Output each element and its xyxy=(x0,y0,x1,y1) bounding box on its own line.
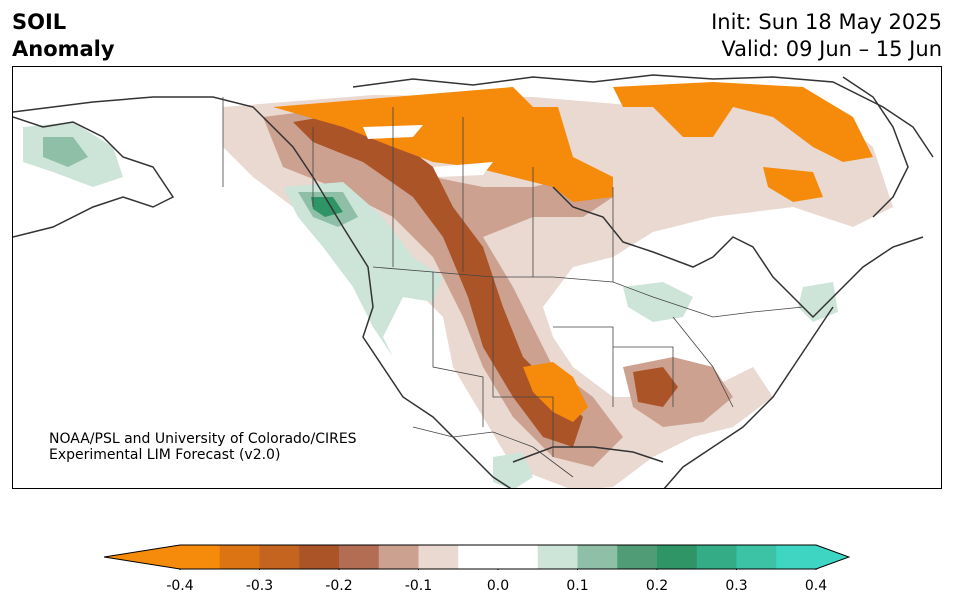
colorbar-bin xyxy=(219,545,260,569)
wet-faint-greatlakes xyxy=(623,282,693,322)
border-states xyxy=(432,272,734,457)
colorbar-bin xyxy=(180,545,221,569)
dry-strong-labrador xyxy=(763,167,823,202)
dry-mid-band xyxy=(293,112,583,447)
colorbar-bin xyxy=(657,545,698,569)
dry-strong-north xyxy=(273,87,613,202)
coast-pacific xyxy=(13,96,512,488)
map-panel xyxy=(12,66,942,489)
colorbar-tick-label: -0.1 xyxy=(404,578,433,594)
coast-atlantic xyxy=(663,306,834,488)
wet-strong-northwest xyxy=(311,197,343,217)
wet-faint-northwest xyxy=(283,182,443,357)
colorbar-bin xyxy=(736,545,777,569)
coast-greenland xyxy=(842,76,909,218)
colorbar-bin xyxy=(776,545,817,569)
credit-line-2: Experimental LIM Forecast (v2.0) xyxy=(49,447,281,463)
valid-date: Valid: 09 Jun – 15 Jun xyxy=(721,37,942,61)
dry-mid-southeast xyxy=(633,367,678,407)
credit-line-1: NOAA/PSL and University of Colorado/CIRE… xyxy=(49,431,357,447)
dry-strong-east xyxy=(613,82,873,162)
wet-mid-alaska xyxy=(43,137,88,167)
colorbar-bin xyxy=(458,545,539,569)
colorbar-bin xyxy=(577,545,618,569)
colorbar-bin xyxy=(339,545,380,569)
colorbar-bin xyxy=(696,545,737,569)
wet-faint-northeast xyxy=(798,282,838,322)
colorbar-tick-label: 0.1 xyxy=(566,578,589,594)
colorbar-tick-label: 0.0 xyxy=(486,578,510,594)
init-date: Init: Sun 18 May 2025 xyxy=(711,10,942,34)
title-line-anomaly: Anomaly xyxy=(12,37,115,61)
borders xyxy=(222,97,804,478)
colorbar-bin xyxy=(378,545,419,569)
colorbar-tick-label: -0.4 xyxy=(166,578,194,594)
dry-strong-plains xyxy=(523,362,588,422)
colorbar-bin xyxy=(537,545,578,569)
colorbar-over-arrow xyxy=(816,545,849,569)
credit-text: NOAA/PSL and University of Colorado/CIRE… xyxy=(49,431,357,463)
colorbar-bin xyxy=(299,545,340,569)
map-canvas xyxy=(13,74,934,488)
colorbar-bin xyxy=(259,545,300,569)
date-block: Init: Sun 18 May 2025 Valid: 09 Jun – 15… xyxy=(711,9,942,63)
coast-alaska xyxy=(13,116,175,238)
colorbar-tick-label: -0.3 xyxy=(245,578,274,594)
colorbar-bin xyxy=(418,545,459,569)
colorbar-tick-label: 0.3 xyxy=(725,578,748,594)
wet-faint-mexico xyxy=(493,452,533,488)
coast-arctic xyxy=(352,74,934,158)
colorbar-under-arrow xyxy=(104,545,180,569)
title-line-soil: SOIL xyxy=(12,10,67,34)
colorbar-tick-label: -0.2 xyxy=(325,578,353,594)
border-provinces xyxy=(312,107,614,282)
border-us-mexico xyxy=(412,426,574,478)
colorbar-tick-label: 0.2 xyxy=(645,578,669,594)
anomaly-fill xyxy=(23,82,893,488)
colorbar-bin xyxy=(617,545,658,569)
title-block: SOIL Anomaly xyxy=(12,9,115,63)
colorbar-tick-label: 0.4 xyxy=(804,578,828,594)
colorbar xyxy=(104,544,850,570)
